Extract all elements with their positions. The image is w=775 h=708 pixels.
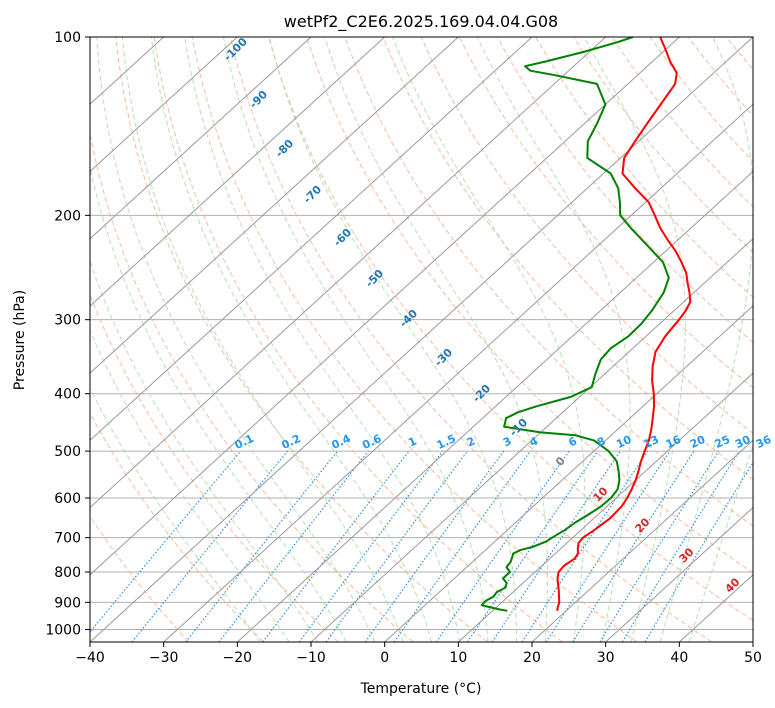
x-tick-label: −40 <box>75 650 105 666</box>
y-tick-label: 300 <box>54 313 81 329</box>
dry-adiabat <box>382 37 753 481</box>
isotherm <box>457 372 753 642</box>
moist-adiabat <box>90 259 319 642</box>
isotherm <box>90 37 607 509</box>
y-tick-label: 900 <box>54 595 81 611</box>
moist-adiabat <box>583 37 686 642</box>
mixing-ratio-label: 13 <box>642 433 661 451</box>
dry-adiabat <box>153 37 563 642</box>
y-tick-label: 100 <box>54 30 81 46</box>
y-tick-label: 700 <box>54 531 81 547</box>
plot-frame <box>89 36 754 643</box>
mixing-ratio-line <box>435 450 570 642</box>
x-tick-label: 20 <box>523 650 541 666</box>
isotherm <box>531 439 753 642</box>
moist-adiabat <box>222 37 489 642</box>
dry-adiabat <box>306 37 753 574</box>
mixing-ratio-line <box>491 450 621 642</box>
dry-adiabat <box>90 412 264 642</box>
mixing-ratio-line <box>325 450 468 642</box>
isotherm <box>90 37 533 442</box>
isotherm <box>90 37 238 173</box>
mixing-ratio-label: 20 <box>688 433 708 451</box>
moist-adiabats <box>90 37 753 642</box>
x-axis-label: Temperature (°C) <box>360 681 482 697</box>
moist-adiabat <box>659 37 753 642</box>
y-axis-label: Pressure (hPa) <box>12 290 28 390</box>
mixing-ratio-line <box>218 450 369 642</box>
moist-adiabat <box>184 37 461 642</box>
moist-adiabat <box>150 37 432 642</box>
moist-adiabat <box>90 328 290 642</box>
mixing-ratio-label: 36 <box>754 433 774 451</box>
isotherm <box>310 237 753 642</box>
mixing-ratio-line <box>298 450 444 642</box>
mixing-ratio-line <box>621 450 740 642</box>
y-axis-ticks: 100 200 300 400 500 600 700 800 900 1000 <box>45 30 90 638</box>
mixing-ratio-line <box>644 461 753 642</box>
mixing-ratio-label: 16 <box>664 433 684 451</box>
moist-adiabat <box>121 37 404 642</box>
x-tick-label: −10 <box>296 650 326 666</box>
dry-adiabat <box>115 37 488 642</box>
mixing-ratio-line <box>572 450 695 642</box>
x-tick-label: 40 <box>670 650 688 666</box>
mixing-ratio-line <box>262 450 410 642</box>
moist-adiabat <box>324 37 549 642</box>
dry-adiabat <box>268 37 753 622</box>
chart-title: wetPf2_C2E6.2025.169.04.04.G08 <box>284 12 558 32</box>
isotherm <box>90 37 386 307</box>
dry-adiabat <box>496 37 753 344</box>
dry-adiabat <box>420 37 753 435</box>
moist-adiabat <box>90 387 261 642</box>
isotherm <box>384 305 753 642</box>
moist-adiabat <box>268 37 517 642</box>
y-tick-label: 800 <box>54 565 81 581</box>
moist-adiabat <box>688 444 753 642</box>
isotherm <box>605 506 753 642</box>
isotherm <box>90 37 680 576</box>
y-tick-label: 400 <box>54 387 81 403</box>
isotherm <box>90 37 459 374</box>
x-axis-ticks: −40 −30 −20 −10 0 10 20 30 40 50 <box>75 642 762 666</box>
isotherm <box>163 103 753 642</box>
mixing-ratio-line <box>467 450 599 642</box>
mixing-ratio-label: 10 <box>614 433 634 451</box>
mixing-ratio-line <box>521 450 649 642</box>
x-tick-label: −30 <box>149 650 179 666</box>
isotherms <box>90 37 753 642</box>
moist-adiabat <box>476 37 631 642</box>
y-tick-label: 200 <box>54 208 81 224</box>
mixing-ratio-label: 30 <box>733 433 753 451</box>
x-tick-label: 50 <box>744 650 762 666</box>
x-tick-label: −20 <box>223 650 253 666</box>
mixing-ratio-line <box>545 450 671 642</box>
y-tick-label: 500 <box>54 444 81 460</box>
isotherm <box>90 37 753 642</box>
dry-adiabat <box>535 37 753 298</box>
y-tick-label: 600 <box>54 491 81 507</box>
isotherm <box>90 37 312 240</box>
x-tick-label: 30 <box>597 650 615 666</box>
x-tick-label: 10 <box>449 650 467 666</box>
isotherm <box>236 170 753 642</box>
moist-adiabat <box>392 37 586 642</box>
mixing-ratio-line <box>364 450 505 642</box>
temperature-profile <box>556 37 692 611</box>
mixing-ratio-label: 25 <box>713 433 732 451</box>
x-tick-label: 0 <box>380 650 389 666</box>
sounding-profiles <box>480 37 692 612</box>
mixing-ratio-line <box>599 450 720 642</box>
y-tick-label: 1000 <box>45 622 81 638</box>
moist-adiabat <box>90 165 347 642</box>
dewpoint-profile <box>480 37 670 612</box>
